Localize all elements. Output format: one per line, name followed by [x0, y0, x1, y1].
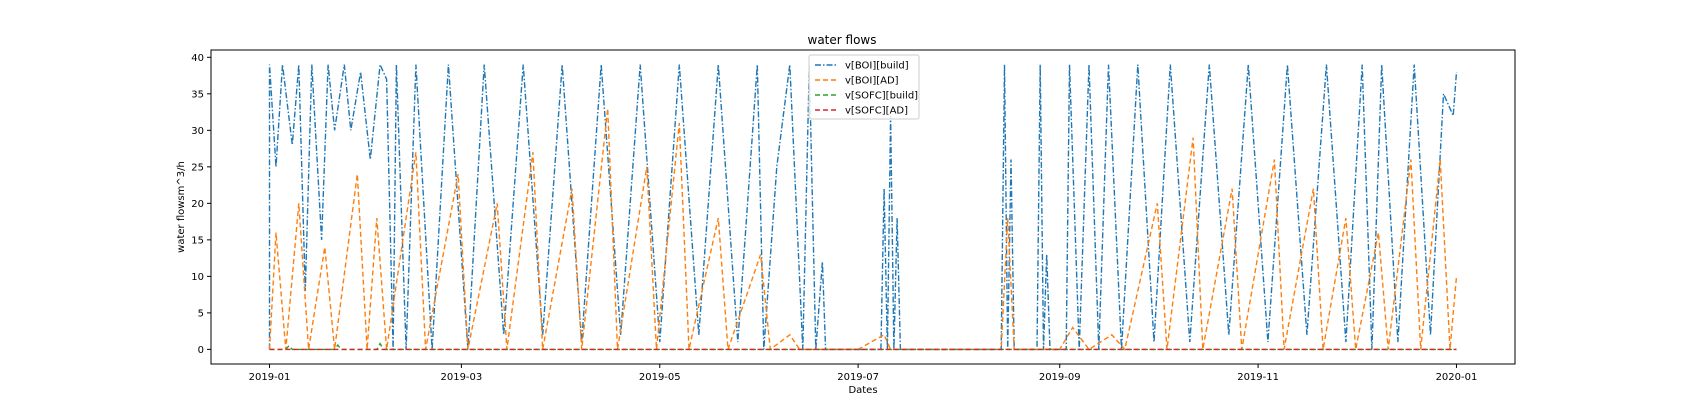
- y-axis: 0 5 10 15 20 25 30 35 40: [191, 53, 211, 356]
- series-line-0: [268, 61, 1458, 351]
- x-tick-label-5: 2019-11: [1237, 372, 1279, 383]
- legend-label-3: v[SOFC][AD]: [845, 106, 908, 117]
- y-axis-label: water flowsm^3/h: [176, 161, 187, 253]
- legend: v[BOI][build] v[BOI][AD] v[SOFC][build] v[S…: [808, 54, 920, 120]
- y-tick-label-3: 15: [191, 235, 204, 246]
- chart-title: water flows: [808, 33, 877, 47]
- legend-box: [808, 54, 920, 120]
- x-axis: 2019-01 2019-03 2019-05 2019-07 2019-09 2019-…: [249, 364, 1478, 383]
- legend-label-1: v[BOI][AD]: [845, 76, 899, 87]
- x-axis-label: Dates: [848, 385, 877, 396]
- y-tick-label-1: 5: [198, 308, 204, 319]
- y-tick-label-0: 0: [198, 345, 204, 356]
- legend-label-2: v[SOFC][build]: [845, 91, 918, 102]
- x-tick-label-2: 2019-05: [639, 372, 681, 383]
- y-tick-label-6: 30: [191, 126, 204, 137]
- y-tick-label-4: 20: [191, 199, 204, 210]
- series-line-1: [268, 108, 1458, 351]
- x-tick-label-0: 2019-01: [249, 372, 291, 383]
- y-tick-label-8: 40: [191, 53, 204, 64]
- y-tick-label-7: 35: [191, 89, 204, 100]
- x-tick-label-4: 2019-09: [1039, 372, 1081, 383]
- x-tick-label-3: 2019-07: [837, 372, 879, 383]
- y-tick-label-2: 10: [191, 272, 204, 283]
- legend-label-0: v[BOI][build]: [845, 61, 909, 72]
- x-tick-label-6: 2020-01: [1436, 372, 1478, 383]
- series-layer: [268, 61, 1458, 351]
- y-tick-label-5: 25: [191, 162, 204, 173]
- x-tick-label-1: 2019-03: [440, 372, 482, 383]
